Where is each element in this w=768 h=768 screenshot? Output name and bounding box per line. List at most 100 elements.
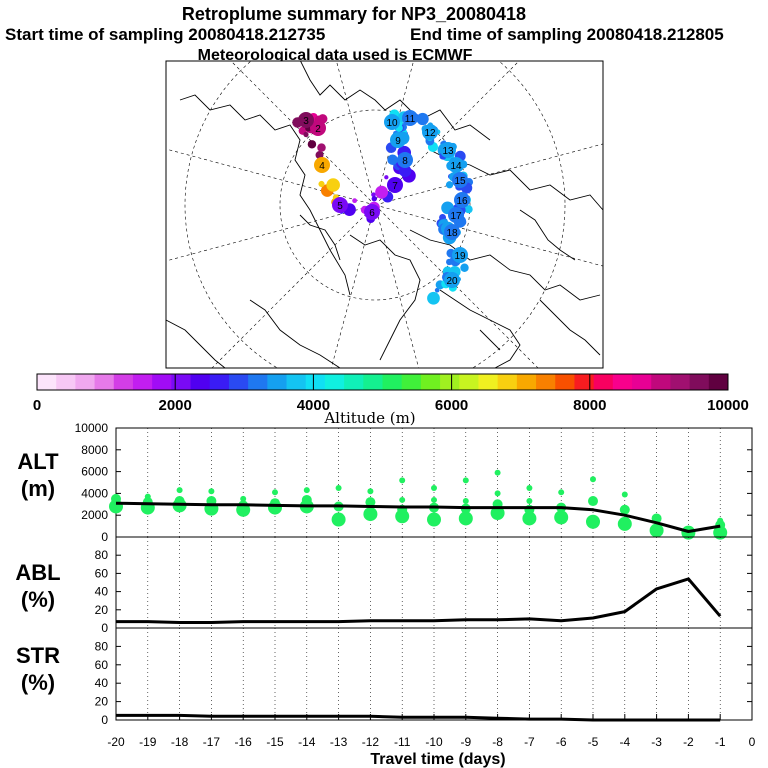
altitude-cluster-point (586, 514, 600, 529)
altitude-cluster-point (494, 469, 501, 476)
colorbar-cell (651, 374, 671, 390)
x-tick-label: -6 (556, 735, 567, 749)
plume-day-marker (422, 124, 438, 140)
plume-particle (398, 164, 412, 178)
series-line (116, 577, 722, 624)
altitude-cluster-point (427, 512, 441, 527)
coastlines (166, 61, 603, 368)
x-tick-label: -7 (524, 735, 535, 749)
altitude-cluster-point (590, 476, 596, 483)
end-time-text: End time of sampling 20080418.212805 (410, 25, 724, 44)
plume-day-marker (452, 172, 468, 188)
altitude-cluster-point (144, 493, 151, 500)
y-tick-label: 0 (101, 621, 108, 635)
plume-particle (371, 192, 376, 198)
x-tick-label: -1 (715, 735, 726, 749)
colorbar-label: Altitude (m) (323, 409, 415, 427)
plume-particle (352, 198, 358, 204)
colorbar-cell (536, 374, 556, 390)
panel-alt: 10000 8000 6000 4000 2000 0 ALT(m) (17, 421, 753, 544)
time-series-panels: 1000080006000400020000ALT(m)806040200ABL… (15, 421, 755, 768)
plume-day-label: 4 (319, 161, 325, 172)
colorbar-cell (593, 374, 614, 390)
plume-day-label: 9 (395, 136, 401, 147)
y-tick-label: 10000 (75, 421, 109, 435)
altitude-cluster-point (365, 497, 376, 508)
colorbar-cell (75, 374, 96, 390)
x-tick-label: -20 (107, 735, 125, 749)
colorbar-cell (132, 374, 153, 390)
y-tick-label: 6000 (81, 465, 108, 479)
y-tick-label: 40 (95, 585, 109, 599)
x-tick-label: -13 (330, 735, 348, 749)
plume-day-marker (448, 157, 464, 173)
altitude-cluster-point (367, 488, 374, 495)
colorbar-cell (324, 374, 345, 390)
plume-day-label: 16 (456, 196, 468, 207)
plume-particle (307, 140, 317, 149)
series-line (115, 501, 721, 533)
altitude-cluster-point (558, 489, 565, 496)
altitude-cluster-point (399, 496, 406, 503)
plume-particle (387, 154, 398, 165)
altitude-cluster-point (554, 510, 569, 525)
x-tick-label: -14 (298, 735, 316, 749)
altitude-cluster-point (588, 496, 598, 507)
altitude-cluster-point (363, 507, 378, 522)
plume-particle (326, 178, 340, 192)
start-time-text: Start time of sampling 20080418.212735 (5, 25, 325, 44)
plume-particle (317, 143, 326, 152)
colorbar-cell (94, 374, 115, 390)
colorbar-cell (440, 374, 460, 390)
plume-day-label: 14 (450, 161, 462, 172)
plume-particle (416, 112, 429, 126)
x-tick-label: -8 (492, 735, 503, 749)
colorbar-cell (612, 374, 633, 390)
y-tick-label: 80 (95, 548, 109, 562)
x-tick-label: -9 (460, 735, 471, 749)
plume-day-label: 5 (337, 201, 343, 212)
colorbar-cell (363, 374, 383, 390)
colorbar-cell (420, 374, 441, 390)
plume-particle (446, 258, 453, 266)
panel-label: (%) (21, 670, 55, 695)
colorbar-cell (267, 374, 288, 390)
plume-day-marker (448, 207, 464, 223)
altitude-cluster-point (462, 498, 469, 505)
plume-day-label: 7 (392, 181, 398, 192)
altitude-cluster-point (717, 517, 724, 524)
plume-day-label: 12 (424, 128, 436, 139)
plume-day-label: 15 (454, 176, 466, 187)
colorbar-cell (401, 374, 422, 390)
panel-frame (115, 627, 753, 721)
colorbar-cell (171, 374, 192, 390)
panel-frame (115, 536, 753, 629)
panel-label: ALT (17, 449, 59, 474)
altitude-cluster-point (617, 516, 632, 531)
colorbar-cell (689, 374, 710, 390)
plume-particle (303, 131, 309, 138)
plume-day-marker (397, 152, 413, 168)
colorbar-cell (344, 374, 364, 390)
colorbar-cell (286, 374, 307, 390)
y-tick-label: 8000 (81, 443, 108, 457)
colorbar-cell (113, 374, 134, 390)
plume-day-marker (314, 157, 330, 173)
colorbar-cell (497, 374, 518, 390)
plume-day-marker (384, 114, 400, 130)
colorbar-cell (670, 374, 691, 390)
plume-particle (460, 263, 469, 272)
x-tick-label: -3 (651, 735, 662, 749)
colorbar-cell (632, 374, 652, 390)
panel-label: (m) (21, 476, 55, 501)
plume-day-label: 2 (315, 124, 321, 135)
altitude-cluster-point (462, 477, 469, 484)
altitude-cluster-point (526, 498, 533, 505)
altitude-cluster-point (431, 496, 437, 503)
x-tick-label: -11 (394, 735, 411, 749)
plume-particle (375, 185, 389, 199)
colorbar-cell (459, 374, 479, 390)
y-tick-label: 4000 (81, 486, 108, 500)
polar-map: 23 4 5 6 7 89 10 11 12 13 14 15 16 17 18 19 20 (165, 60, 604, 369)
plume-day-label: 11 (405, 114, 416, 125)
